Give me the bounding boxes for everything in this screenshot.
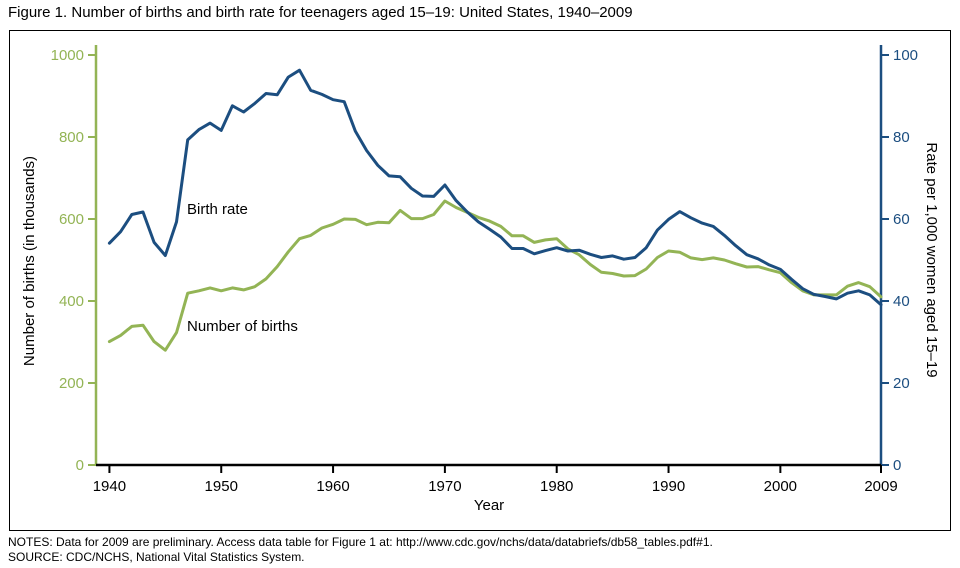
right-axis-tick-label: 20 <box>893 375 910 392</box>
left-axis-tick-label: 600 <box>59 211 84 228</box>
x-axis-tick-label: 1970 <box>428 478 461 495</box>
right-axis-tick-label: 80 <box>893 129 910 146</box>
left-axis-tick-label: 200 <box>59 375 84 392</box>
x-axis-tick-label: 2000 <box>764 478 797 495</box>
x-axis-tick-label: 1940 <box>93 478 126 495</box>
x-axis-tick-label: 1950 <box>205 478 238 495</box>
right-axis-tick-label: 60 <box>893 211 910 228</box>
notes-text: NOTES: Data for 2009 are preliminary. Ac… <box>8 535 713 549</box>
series-line-birth-rate <box>107 68 883 307</box>
x-axis-tick-label: 2009 <box>864 478 897 495</box>
right-axis-tick-label: 100 <box>893 47 918 64</box>
left-axis-tick-label: 1000 <box>51 47 84 64</box>
x-axis-tick-label: 1980 <box>540 478 573 495</box>
left-axis-title: Number of births (in thousands) <box>21 155 38 367</box>
chart-container: 0 200 400 600 800 1000 0 20 40 60 80 100 1940 1950 196… <box>9 30 951 531</box>
left-axis-tick-label: 0 <box>76 457 84 474</box>
left-axis-tick-label: 400 <box>59 293 84 310</box>
figure-title: Figure 1. Number of births and birth rat… <box>8 4 633 21</box>
right-axis-title: Rate per 1,000 women aged 15–19 <box>923 142 940 378</box>
right-axis-tick-label: 40 <box>893 293 910 310</box>
chart-svg: 0 200 400 600 800 1000 0 20 40 60 80 100 1940 1950 196… <box>51 45 918 495</box>
left-axis-tick-label: 800 <box>59 129 84 146</box>
x-axis-tick-label: 1960 <box>316 478 349 495</box>
source-text: SOURCE: CDC/NCHS, National Vital Statist… <box>8 550 305 564</box>
footnotes: NOTES: Data for 2009 are preliminary. Ac… <box>8 535 713 565</box>
x-axis-title: Year <box>473 497 505 514</box>
series-line-number-of-births <box>107 199 883 352</box>
x-axis-tick-label: 1990 <box>652 478 685 495</box>
series-label-number-of-births: Number of births <box>187 318 298 335</box>
series-label-birth-rate: Birth rate <box>187 201 248 218</box>
right-axis-tick-label: 0 <box>893 457 901 474</box>
